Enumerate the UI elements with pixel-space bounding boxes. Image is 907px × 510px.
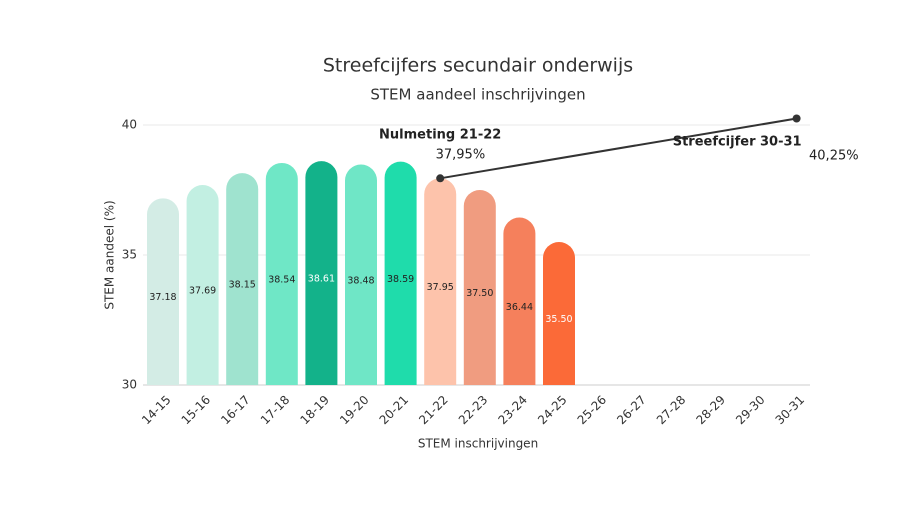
x-tick-label: 21-22	[416, 393, 451, 428]
annotation-label: 40,25%	[809, 149, 859, 164]
y-tick-label: 40	[122, 118, 137, 132]
target-line	[440, 117, 797, 180]
bar	[226, 173, 259, 385]
value-label: 36.44	[506, 302, 533, 313]
bar	[265, 162, 298, 385]
x-tick-label: 29-30	[733, 393, 768, 428]
x-tick-label: 14-15	[139, 393, 174, 428]
bar	[345, 164, 377, 385]
value-label: 35.50	[545, 314, 572, 325]
value-label: 38.61	[308, 274, 335, 285]
x-tick-label: 26-27	[614, 393, 649, 428]
y-axis-label: STEM aandeel (%)	[103, 200, 117, 309]
value-label: 37.50	[466, 288, 493, 299]
line-point	[792, 114, 801, 123]
chart-title: Streefcijfers secundair onderwijs	[323, 55, 633, 77]
bar	[384, 161, 417, 385]
value-label: 37.69	[189, 286, 216, 297]
y-tick-label: 30	[122, 378, 137, 392]
value-label: 38.54	[268, 274, 295, 285]
x-tick-label: 24-25	[535, 393, 570, 428]
bar	[543, 242, 575, 385]
value-label: 37.18	[149, 292, 176, 303]
x-tick-label: 19-20	[337, 393, 372, 428]
bar	[463, 190, 496, 385]
annotation-label: 37,95%	[436, 148, 486, 163]
x-axis-label: STEM inschrijvingen	[418, 437, 538, 451]
x-tick-label: 25-26	[575, 393, 610, 428]
x-tick-label: 27-28	[654, 393, 689, 428]
x-tick-label: 17-18	[258, 393, 293, 428]
y-tick-label: 35	[122, 248, 137, 262]
x-tick-label: 18-19	[297, 393, 332, 428]
x-tick-label: 20-21	[377, 393, 412, 428]
x-tick-label: 23-24	[495, 393, 530, 428]
x-tick-label: 30-31	[773, 393, 808, 428]
bar	[503, 217, 536, 385]
x-tick-label: 15-16	[179, 393, 214, 428]
bar	[305, 161, 338, 385]
annotation-title: Streefcijfer 30-31	[673, 135, 802, 150]
bar	[424, 178, 457, 385]
value-label: 38.15	[229, 280, 256, 291]
line-point	[436, 174, 445, 183]
value-label: 38.48	[347, 275, 374, 286]
bar	[186, 185, 219, 385]
value-label: 38.59	[387, 274, 414, 285]
chart-subtitle: STEM aandeel inschrijvingen	[370, 86, 585, 104]
value-label: 37.95	[427, 282, 454, 293]
x-tick-label: 22-23	[456, 393, 491, 428]
x-tick-label: 16-17	[218, 393, 253, 428]
annotation-title: Nulmeting 21-22	[379, 128, 501, 143]
bar	[147, 198, 179, 385]
x-tick-label: 28-29	[693, 393, 728, 428]
